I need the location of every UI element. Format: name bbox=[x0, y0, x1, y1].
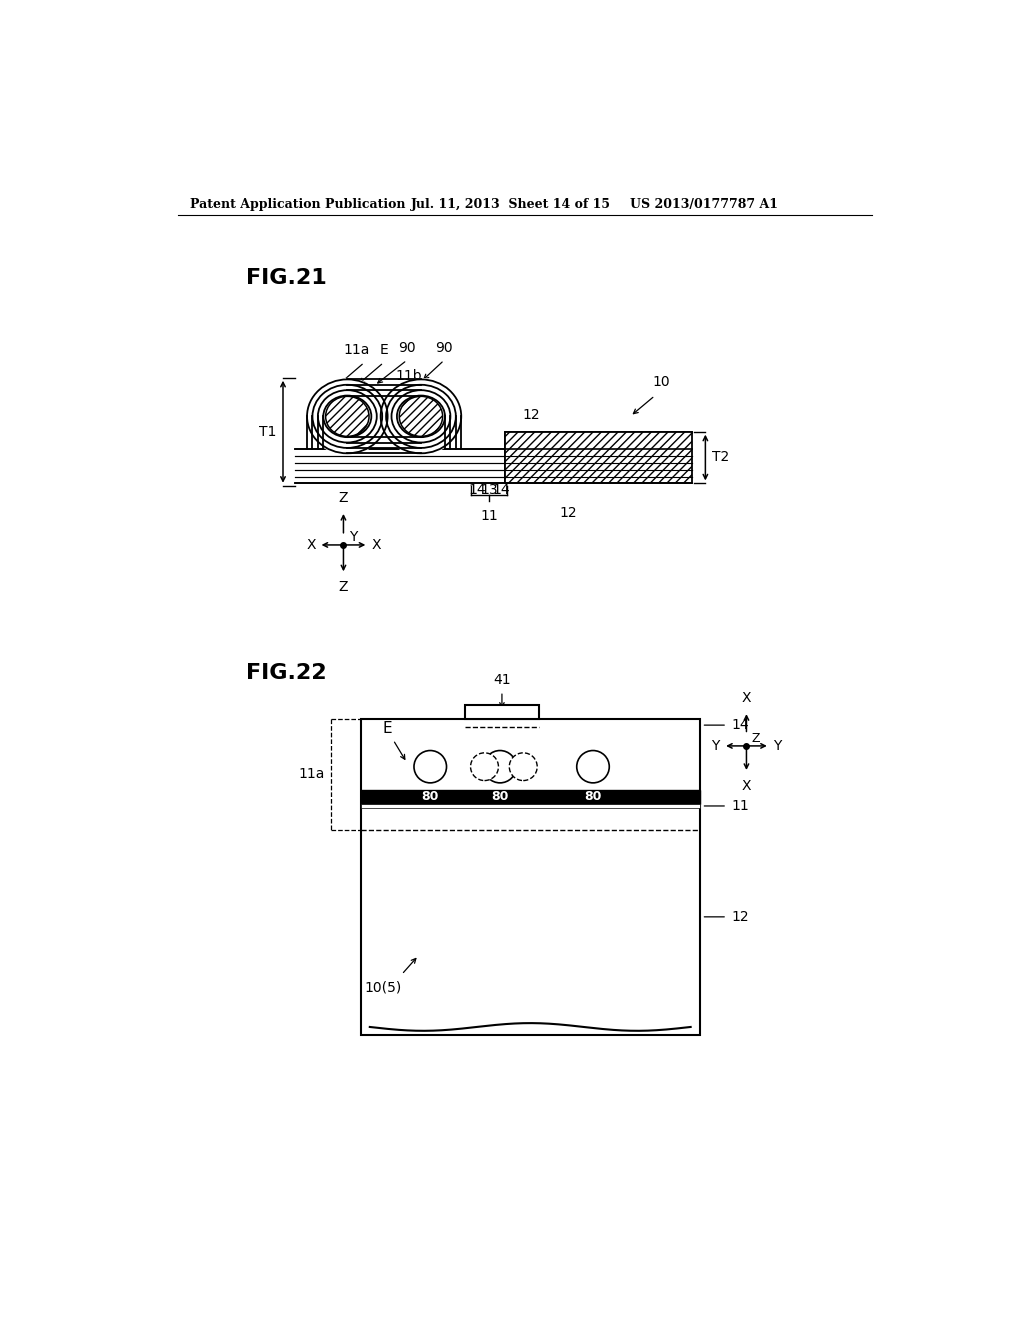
Text: 10: 10 bbox=[652, 375, 670, 389]
Text: Y: Y bbox=[712, 739, 720, 752]
Text: T2: T2 bbox=[712, 450, 729, 465]
Text: E: E bbox=[379, 343, 388, 358]
Text: Z: Z bbox=[339, 491, 348, 506]
Text: T1: T1 bbox=[259, 425, 276, 438]
Text: US 2013/0177787 A1: US 2013/0177787 A1 bbox=[630, 198, 778, 211]
Circle shape bbox=[471, 752, 499, 780]
Text: 11b: 11b bbox=[395, 370, 422, 383]
Text: 11: 11 bbox=[731, 799, 749, 813]
Ellipse shape bbox=[326, 396, 369, 437]
Bar bbox=[505, 434, 693, 484]
Text: 80: 80 bbox=[422, 791, 439, 804]
Text: 12: 12 bbox=[522, 408, 540, 422]
Text: X: X bbox=[741, 779, 752, 793]
Text: Z: Z bbox=[752, 731, 761, 744]
Bar bbox=[360, 789, 700, 804]
Text: Patent Application Publication: Patent Application Publication bbox=[190, 198, 406, 211]
Text: 14: 14 bbox=[468, 483, 485, 498]
Text: 80: 80 bbox=[585, 791, 602, 804]
Bar bbox=[506, 432, 692, 483]
Ellipse shape bbox=[379, 378, 463, 455]
Bar bbox=[360, 804, 700, 808]
Text: 13: 13 bbox=[480, 483, 498, 498]
Bar bbox=[360, 719, 700, 1035]
Text: FIG.22: FIG.22 bbox=[246, 663, 327, 682]
Text: 12: 12 bbox=[731, 909, 749, 924]
Text: 11a: 11a bbox=[343, 343, 370, 358]
Text: Jul. 11, 2013  Sheet 14 of 15: Jul. 11, 2013 Sheet 14 of 15 bbox=[411, 198, 611, 211]
Text: 41: 41 bbox=[494, 673, 511, 686]
Ellipse shape bbox=[326, 396, 369, 437]
Circle shape bbox=[509, 752, 538, 780]
Text: 11a: 11a bbox=[298, 767, 325, 781]
Text: E: E bbox=[383, 721, 392, 737]
Text: 11: 11 bbox=[480, 508, 498, 523]
Ellipse shape bbox=[305, 378, 389, 455]
Ellipse shape bbox=[399, 396, 442, 437]
Text: 10(5): 10(5) bbox=[365, 981, 401, 995]
Text: 12: 12 bbox=[559, 507, 577, 520]
Text: 80: 80 bbox=[492, 791, 509, 804]
Text: Y: Y bbox=[349, 531, 357, 544]
Bar bbox=[506, 432, 692, 483]
Text: 90: 90 bbox=[435, 341, 453, 355]
Ellipse shape bbox=[399, 396, 442, 437]
Text: Y: Y bbox=[773, 739, 781, 752]
Circle shape bbox=[577, 751, 609, 783]
Circle shape bbox=[414, 751, 446, 783]
Text: FIG.21: FIG.21 bbox=[246, 268, 327, 288]
Circle shape bbox=[483, 751, 516, 783]
Text: 14: 14 bbox=[493, 483, 510, 498]
Text: X: X bbox=[306, 539, 315, 552]
Text: Z: Z bbox=[339, 581, 348, 594]
Text: X: X bbox=[372, 539, 381, 552]
Text: 90: 90 bbox=[398, 341, 416, 355]
Text: X: X bbox=[741, 692, 752, 705]
Text: 14: 14 bbox=[731, 718, 749, 733]
Bar bbox=[465, 705, 539, 719]
